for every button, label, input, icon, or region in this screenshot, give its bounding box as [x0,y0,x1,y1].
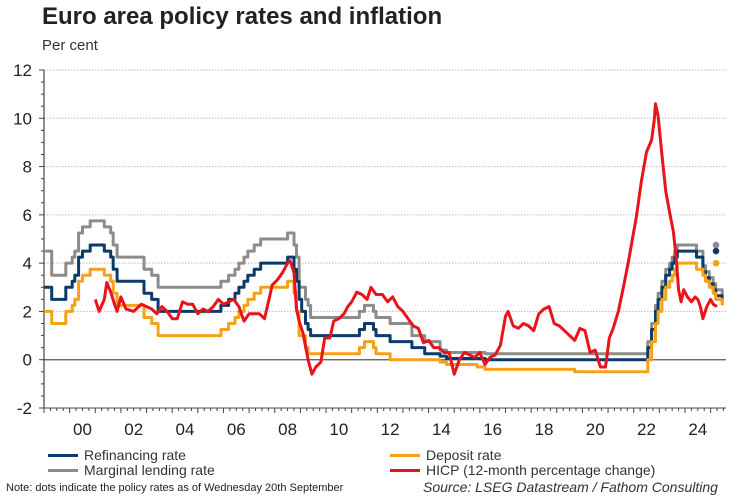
series-marginal-lending-rate [44,219,724,356]
legend-label: Refinancing rate [84,447,186,463]
x-tick-label: 20 [586,420,605,439]
legend-swatch [390,468,420,472]
chart-title: Euro area policy rates and inflation [42,3,443,30]
x-tick-label: 22 [637,420,656,439]
y-tick-label: 0 [23,351,32,370]
series-hicp-12-month-percentage-change [93,102,718,376]
x-tick-label: 00 [73,420,92,439]
legend-swatch [48,453,78,457]
dot-marginal-lending-rate-current [712,241,720,249]
x-tick-label: 16 [483,420,502,439]
gridlines [44,69,726,409]
source-credit: Source: LSEG Datastream / Fathom Consult… [423,479,718,495]
legend-item-hicp: HICP (12-month percentage change) [390,462,655,478]
y-tick-label: 4 [23,254,32,273]
x-tick-label: 02 [124,420,143,439]
x-tick-label: 12 [381,420,400,439]
series-refinancing-rate [44,243,724,362]
legend-item-refinancing: Refinancing rate [48,447,186,463]
current-rate-dots [712,241,720,267]
x-tick-label: 06 [227,420,246,439]
legend-swatch [390,453,420,457]
y-axis-unit-label: Per cent [42,37,98,54]
x-tick-label: 18 [535,420,554,439]
footnote: Note: dots indicate the policy rates as … [6,482,344,494]
legend-swatch [48,468,78,472]
legend-label: Marginal lending rate [84,462,215,478]
x-tick-label: 10 [329,420,348,439]
series-lines [44,102,724,376]
y-tick-label: 2 [23,302,32,321]
legend-item-marginal-lending: Marginal lending rate [48,462,215,478]
y-tick-label: -2 [17,399,32,418]
y-tick-label: 6 [23,206,32,225]
dot-refinancing-rate-current [712,247,720,255]
y-tick-label: 8 [23,158,32,177]
x-tick-label: 14 [432,420,451,439]
y-tick-label: 12 [13,61,32,80]
x-tick-label: 08 [278,420,297,439]
x-tick-label: 24 [688,420,707,439]
legend-label: Deposit rate [426,447,502,463]
legend-label: HICP (12-month percentage change) [426,462,656,478]
axes [39,69,726,413]
legend-item-deposit: Deposit rate [390,447,501,463]
x-tick-label: 04 [176,420,195,439]
dot-deposit-rate-current [712,259,720,267]
y-tick-label: 10 [13,109,32,128]
